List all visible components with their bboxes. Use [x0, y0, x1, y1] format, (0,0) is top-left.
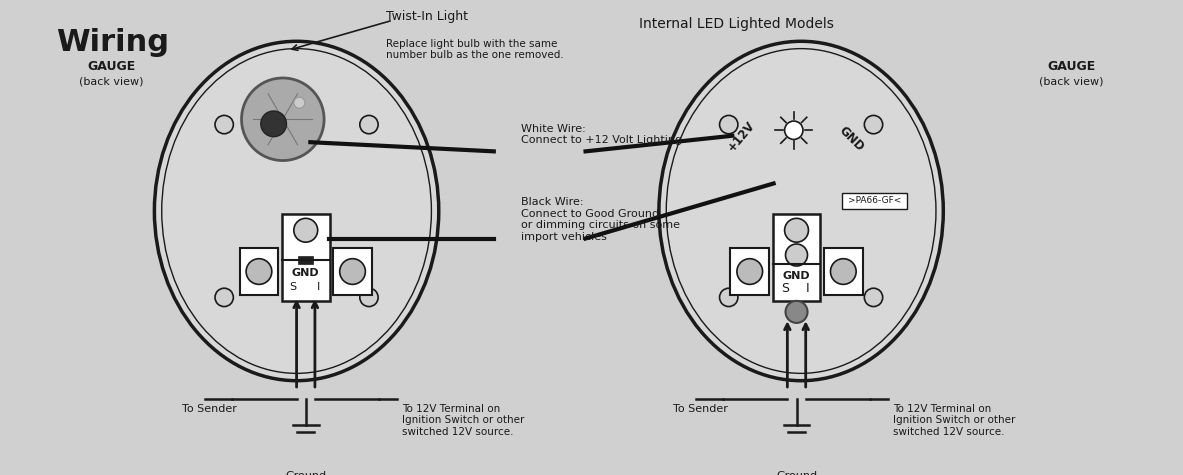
Text: White Wire:
Connect to +12 Volt Lighting: White Wire: Connect to +12 Volt Lighting — [522, 124, 683, 145]
Text: To 12V Terminal on
Ignition Switch or other
switched 12V source.: To 12V Terminal on Ignition Switch or ot… — [893, 404, 1015, 437]
Circle shape — [241, 78, 324, 161]
Text: To 12V Terminal on
Ignition Switch or other
switched 12V source.: To 12V Terminal on Ignition Switch or ot… — [402, 404, 524, 437]
Bar — [334, 247, 371, 295]
Text: GAUGE: GAUGE — [1048, 60, 1095, 73]
Circle shape — [786, 244, 808, 266]
Text: (back view): (back view) — [79, 76, 143, 86]
Text: Black Wire:
Connect to Good Ground
or dimming circuits on some
import vehicles: Black Wire: Connect to Good Ground or di… — [522, 197, 680, 242]
Text: (back view): (back view) — [1040, 76, 1104, 86]
Text: S: S — [782, 283, 789, 295]
Bar — [842, 193, 906, 209]
Circle shape — [293, 218, 318, 242]
Bar — [772, 214, 820, 301]
Text: S: S — [290, 282, 297, 292]
Circle shape — [865, 288, 883, 306]
Text: Ground: Ground — [285, 471, 327, 475]
Circle shape — [340, 259, 366, 285]
Circle shape — [830, 259, 856, 285]
Text: Internal LED Lighted Models: Internal LED Lighted Models — [640, 17, 834, 30]
Bar — [240, 247, 278, 295]
Circle shape — [784, 218, 808, 242]
Text: +12V: +12V — [725, 118, 758, 153]
Text: GND: GND — [836, 124, 867, 154]
Circle shape — [719, 115, 738, 134]
Circle shape — [784, 121, 803, 140]
Text: To Sender: To Sender — [182, 404, 237, 414]
Bar — [282, 214, 330, 301]
Bar — [298, 256, 313, 264]
Text: GND: GND — [783, 271, 810, 281]
Circle shape — [260, 111, 286, 137]
Text: To Sender: To Sender — [673, 404, 728, 414]
Text: GAUGE: GAUGE — [88, 60, 135, 73]
Circle shape — [360, 288, 379, 306]
Circle shape — [737, 259, 763, 285]
Text: >PA66-GF<: >PA66-GF< — [848, 196, 901, 205]
Circle shape — [215, 288, 233, 306]
Text: Ground: Ground — [776, 471, 817, 475]
Bar — [730, 247, 769, 295]
Text: I: I — [806, 283, 809, 295]
Text: Wiring: Wiring — [57, 28, 169, 57]
Text: Twist-In Light: Twist-In Light — [387, 10, 468, 23]
Ellipse shape — [661, 43, 942, 379]
Text: I: I — [317, 282, 321, 292]
Circle shape — [293, 97, 305, 108]
Text: Replace light bulb with the same
number bulb as the one removed.: Replace light bulb with the same number … — [387, 38, 564, 60]
Circle shape — [865, 115, 883, 134]
Circle shape — [246, 259, 272, 285]
Circle shape — [360, 115, 379, 134]
Circle shape — [786, 301, 808, 323]
Ellipse shape — [156, 43, 437, 379]
Circle shape — [719, 288, 738, 306]
Circle shape — [215, 115, 233, 134]
Text: GND: GND — [292, 268, 319, 278]
Bar — [825, 247, 862, 295]
